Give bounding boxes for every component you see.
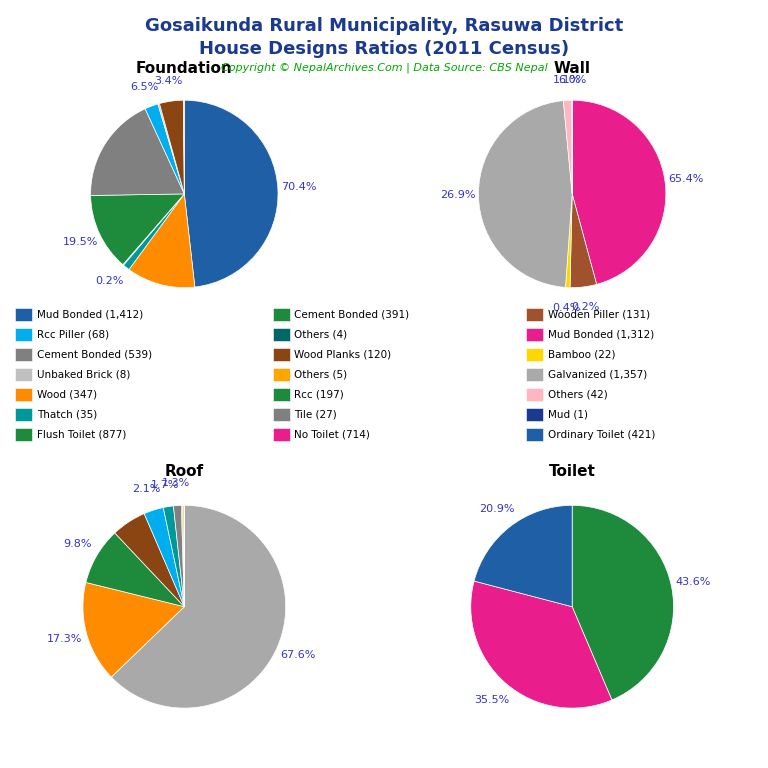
Text: Rcc (197): Rcc (197) — [294, 389, 344, 400]
Text: Cement Bonded (391): Cement Bonded (391) — [294, 310, 409, 320]
Wedge shape — [572, 505, 674, 700]
Text: Wood Planks (120): Wood Planks (120) — [294, 349, 391, 360]
Text: 6.0%: 6.0% — [558, 74, 586, 84]
Text: 0.4%: 0.4% — [553, 303, 581, 313]
Text: Wooden Piller (131): Wooden Piller (131) — [548, 310, 650, 320]
Text: 1.3%: 1.3% — [162, 478, 190, 488]
Title: Wall: Wall — [554, 61, 591, 75]
Wedge shape — [181, 505, 184, 607]
Wedge shape — [145, 104, 184, 194]
Text: 1.1%: 1.1% — [552, 74, 581, 84]
Text: Others (5): Others (5) — [294, 369, 347, 380]
Text: 6.5%: 6.5% — [130, 82, 158, 92]
Wedge shape — [471, 581, 612, 708]
Text: 43.6%: 43.6% — [676, 577, 711, 587]
Title: Toilet: Toilet — [548, 464, 596, 478]
Text: No Toilet (714): No Toilet (714) — [294, 429, 370, 440]
Text: 9.8%: 9.8% — [63, 539, 91, 549]
Wedge shape — [564, 101, 572, 194]
Text: Tile (27): Tile (27) — [294, 409, 337, 420]
Text: 17.3%: 17.3% — [47, 634, 83, 644]
Text: Others (42): Others (42) — [548, 389, 607, 400]
Text: Ordinary Toilet (421): Ordinary Toilet (421) — [548, 429, 655, 440]
Wedge shape — [91, 109, 184, 196]
Text: 35.5%: 35.5% — [474, 695, 509, 705]
Wedge shape — [91, 194, 184, 265]
Text: Gosaikunda Rural Municipality, Rasuwa District: Gosaikunda Rural Municipality, Rasuwa Di… — [145, 17, 623, 35]
Text: Copyright © NepalArchives.Com | Data Source: CBS Nepal: Copyright © NepalArchives.Com | Data Sou… — [220, 63, 548, 74]
Wedge shape — [174, 505, 184, 607]
Text: 2.1%: 2.1% — [133, 484, 161, 494]
Text: 0.2%: 0.2% — [95, 276, 124, 286]
Wedge shape — [114, 514, 184, 607]
Text: 19.5%: 19.5% — [63, 237, 98, 247]
Text: House Designs Ratios (2011 Census): House Designs Ratios (2011 Census) — [199, 40, 569, 58]
Text: 67.6%: 67.6% — [280, 650, 316, 660]
Text: Thatch (35): Thatch (35) — [37, 409, 97, 420]
Wedge shape — [158, 104, 184, 194]
Wedge shape — [86, 533, 184, 607]
Wedge shape — [111, 505, 286, 708]
Text: 26.9%: 26.9% — [440, 190, 475, 200]
Text: Mud Bonded (1,412): Mud Bonded (1,412) — [37, 310, 143, 320]
Wedge shape — [572, 101, 666, 284]
Title: Roof: Roof — [165, 464, 204, 478]
Wedge shape — [144, 508, 184, 607]
Text: 3.4%: 3.4% — [154, 76, 183, 86]
Wedge shape — [184, 101, 278, 287]
Text: 0.2%: 0.2% — [571, 303, 600, 313]
Wedge shape — [83, 582, 184, 677]
Text: 70.4%: 70.4% — [280, 183, 316, 193]
Text: Rcc Piller (68): Rcc Piller (68) — [37, 329, 109, 340]
Text: Bamboo (22): Bamboo (22) — [548, 349, 615, 360]
Text: Galvanized (1,357): Galvanized (1,357) — [548, 369, 647, 380]
Wedge shape — [183, 505, 184, 607]
Wedge shape — [570, 194, 597, 287]
Text: Mud Bonded (1,312): Mud Bonded (1,312) — [548, 329, 654, 340]
Wedge shape — [124, 194, 184, 270]
Wedge shape — [478, 101, 572, 287]
Text: Wood (347): Wood (347) — [37, 389, 97, 400]
Title: Foundation: Foundation — [136, 61, 233, 75]
Text: Flush Toilet (877): Flush Toilet (877) — [37, 429, 126, 440]
Wedge shape — [565, 194, 572, 287]
Text: Cement Bonded (539): Cement Bonded (539) — [37, 349, 152, 360]
Text: Unbaked Brick (8): Unbaked Brick (8) — [37, 369, 131, 380]
Wedge shape — [474, 505, 572, 607]
Text: 20.9%: 20.9% — [478, 504, 515, 514]
Text: Others (4): Others (4) — [294, 329, 347, 340]
Text: Mud (1): Mud (1) — [548, 409, 588, 420]
Wedge shape — [160, 101, 184, 194]
Text: 1.7%: 1.7% — [151, 479, 179, 489]
Wedge shape — [164, 506, 184, 607]
Text: 65.4%: 65.4% — [668, 174, 703, 184]
Wedge shape — [123, 194, 184, 265]
Wedge shape — [129, 194, 195, 287]
